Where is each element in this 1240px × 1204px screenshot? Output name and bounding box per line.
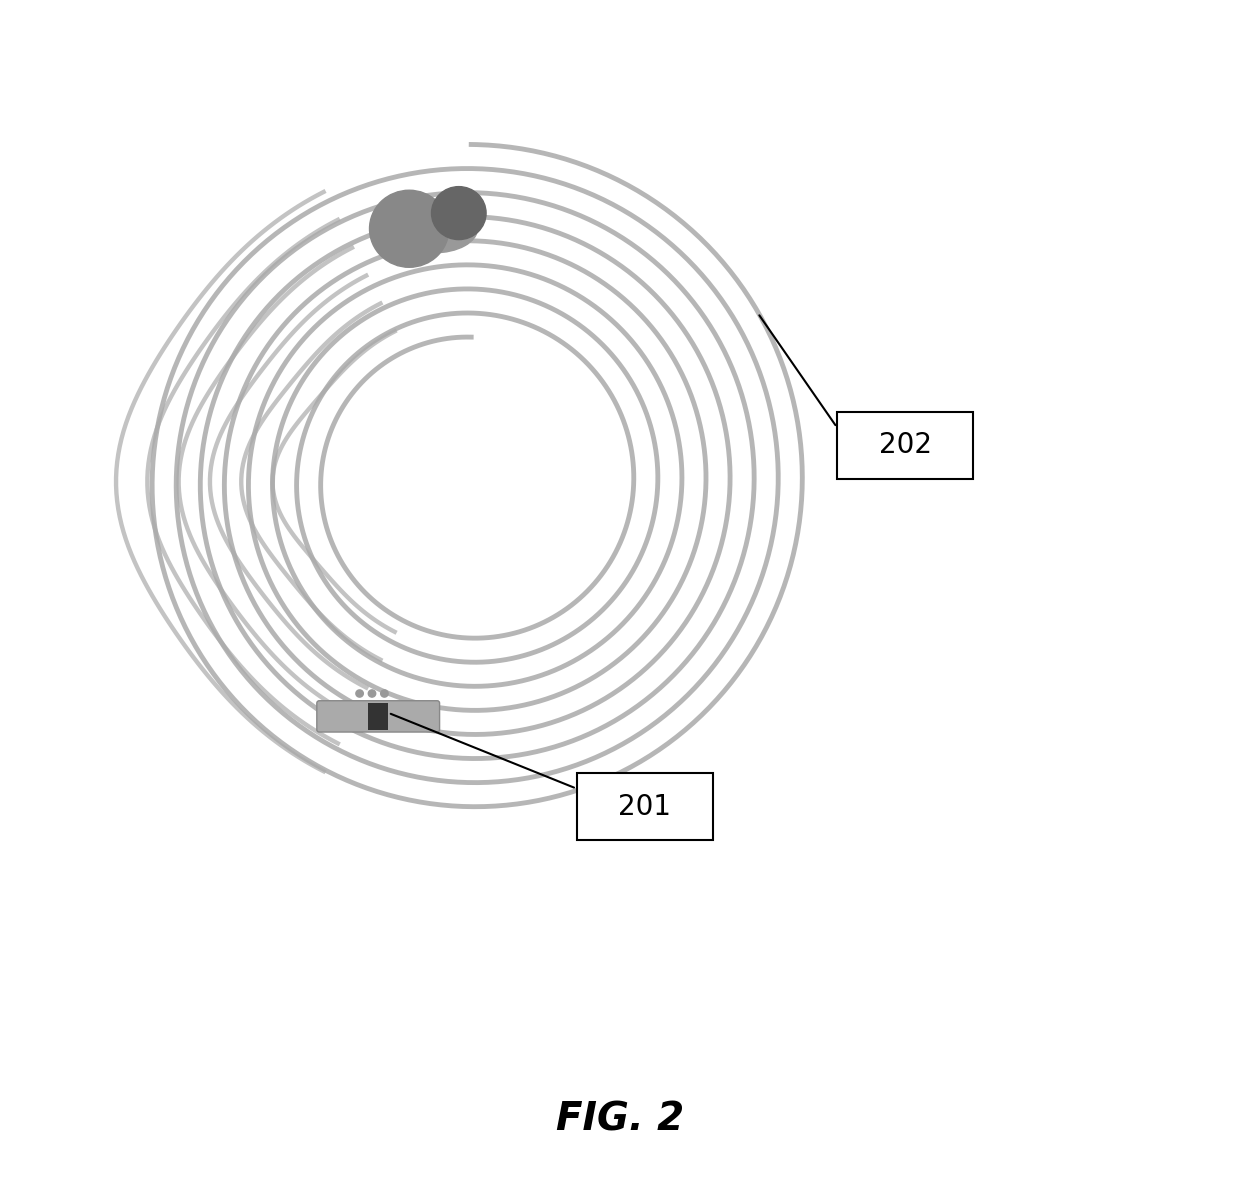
Circle shape <box>381 690 388 697</box>
FancyBboxPatch shape <box>837 412 973 479</box>
Ellipse shape <box>391 205 477 253</box>
Circle shape <box>368 690 376 697</box>
Text: 202: 202 <box>879 431 931 460</box>
FancyBboxPatch shape <box>577 773 713 840</box>
Circle shape <box>370 190 449 267</box>
Text: 201: 201 <box>619 792 671 821</box>
Circle shape <box>432 187 486 240</box>
FancyBboxPatch shape <box>317 701 440 732</box>
Bar <box>368 703 388 730</box>
Text: FIG. 2: FIG. 2 <box>556 1100 684 1139</box>
Circle shape <box>356 690 363 697</box>
